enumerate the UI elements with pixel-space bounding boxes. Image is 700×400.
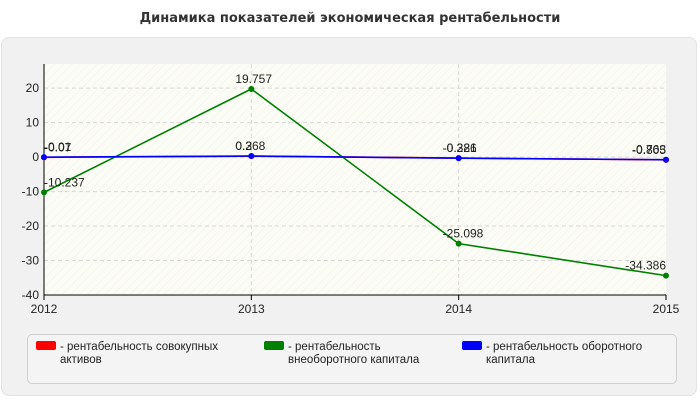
- data-label: 0.3: [235, 139, 252, 153]
- legend-label: - рентабельность совокупных активов: [60, 341, 218, 366]
- series-line: [43, 155, 667, 161]
- legend-item: - рентабельность оборотного капитала: [462, 341, 672, 367]
- x-tick-label: 2015: [653, 302, 680, 316]
- legend-label: - рентабельность оборотного капитала: [486, 341, 643, 366]
- data-point: [455, 240, 462, 247]
- data-label: -0.805: [632, 143, 666, 157]
- legend-item: - рентабельность внеоборотного капитала: [264, 341, 444, 367]
- data-point: [455, 155, 462, 162]
- x-tick-label: 2014: [445, 302, 472, 316]
- legend-label: - рентабельность внеоборотного капитала: [288, 341, 420, 366]
- y-tick-label: -40: [22, 288, 40, 302]
- x-tick-label: 2013: [238, 302, 265, 316]
- data-label: 0.268: [235, 139, 265, 153]
- legend-swatch: [264, 341, 284, 350]
- data-point: [663, 272, 669, 279]
- data-point: [248, 153, 255, 160]
- data-label: -34.386: [625, 259, 666, 273]
- data-point: [663, 156, 669, 163]
- data-label: -10.237: [44, 175, 85, 189]
- legend-item: - рентабельность совокупных активов: [36, 341, 236, 367]
- y-tick-label: 20: [26, 81, 40, 95]
- data-label: -0.326: [443, 141, 477, 155]
- legend-swatch: [462, 341, 482, 350]
- data-label: -25.098: [443, 227, 484, 241]
- y-tick-label: -20: [22, 219, 40, 233]
- data-point: [248, 85, 255, 92]
- data-label: -0.07: [44, 140, 72, 154]
- y-tick-label: 10: [26, 116, 40, 130]
- legend-swatch: [36, 341, 56, 350]
- data-label: -0.281: [443, 141, 477, 155]
- y-tick-label: -10: [22, 185, 40, 199]
- series-line: [43, 88, 667, 277]
- plot-area: [44, 64, 666, 295]
- data-label: -0.763: [632, 143, 666, 157]
- y-tick-label: -30: [22, 254, 40, 268]
- data-label: -0.01: [44, 140, 72, 154]
- data-point: [41, 154, 47, 161]
- data-label: 19.757: [235, 72, 272, 86]
- x-tick-label: 2012: [31, 302, 58, 316]
- y-tick-label: 0: [32, 150, 39, 164]
- chart-title: Динамика показателей экономическая рента…: [139, 11, 561, 26]
- legend: - рентабельность совокупных активов - рен…: [27, 334, 677, 384]
- data-point: [41, 189, 47, 196]
